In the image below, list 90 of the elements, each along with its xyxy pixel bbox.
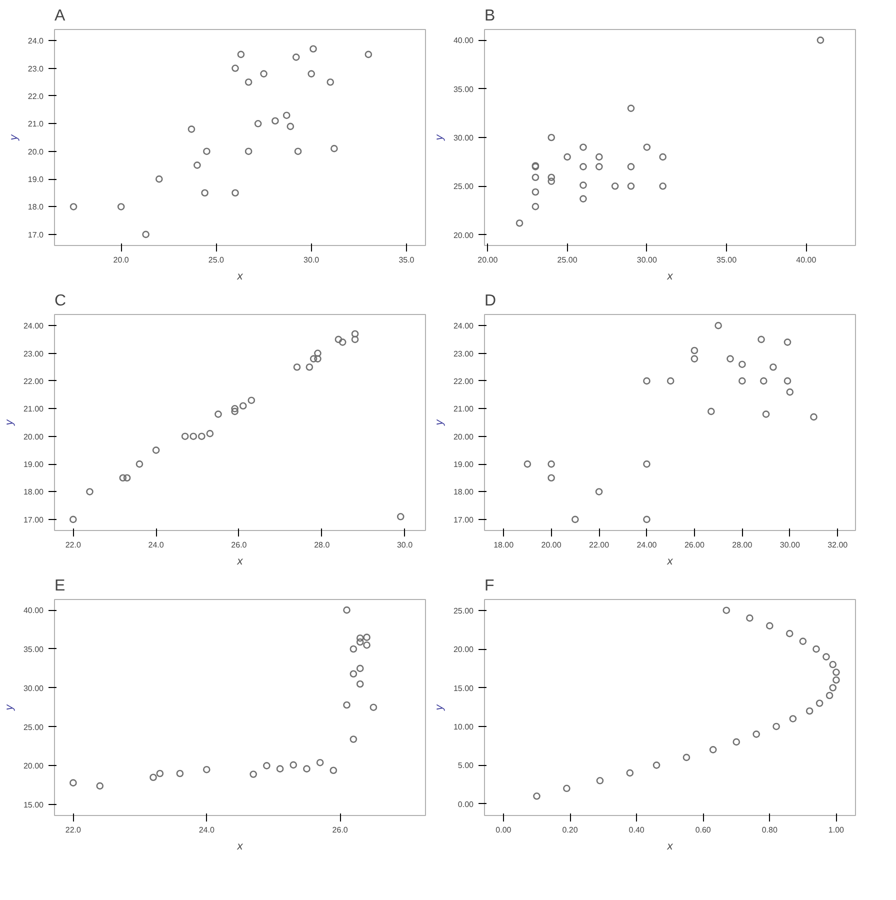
- y-tick-label: 23.00: [23, 349, 44, 358]
- y-tick-label: 35.00: [23, 644, 44, 654]
- x-tick-label: 28.0: [314, 540, 330, 550]
- y-tick-label: 20.00: [453, 432, 474, 442]
- y-tick-label: 25.00: [23, 722, 44, 732]
- y-tick-label: 30.00: [23, 684, 44, 693]
- y-tick-label: 20.00: [453, 230, 474, 240]
- y-tick-label: 17.0: [28, 230, 44, 240]
- x-tick-label: 24.0: [198, 826, 215, 834]
- y-axis-title: y: [433, 418, 446, 426]
- y-tick-label: 21.00: [23, 404, 44, 414]
- y-tick-label: 21.0: [28, 120, 44, 129]
- x-tick-label: 35.0: [398, 256, 415, 264]
- x-tick-label: 20.0: [113, 256, 130, 264]
- y-axis-title: y: [3, 418, 16, 426]
- x-axis-title: x: [666, 270, 674, 282]
- x-tick-label: 26.00: [684, 540, 706, 550]
- y-tick-label: 17.00: [23, 515, 44, 524]
- y-tick-label: 19.00: [453, 460, 474, 470]
- x-tick-label: 1.00: [828, 826, 845, 834]
- x-tick-label: 24.0: [148, 540, 164, 550]
- y-tick-label: 24.0: [28, 36, 44, 46]
- y-tick-label: 23.00: [453, 349, 474, 358]
- x-tick-label: 22.0: [65, 826, 82, 834]
- y-tick-label: 40.00: [23, 606, 44, 616]
- x-tick-label: 35.00: [716, 256, 738, 264]
- y-tick-label: 22.00: [23, 376, 44, 386]
- y-tick-label: 19.00: [23, 460, 44, 470]
- y-tick-label: 35.00: [453, 84, 474, 94]
- x-tick-label: 30.00: [636, 256, 658, 264]
- x-tick-label: 26.0: [231, 540, 248, 550]
- y-tick-label: 24.00: [453, 322, 474, 331]
- x-tick-label: 20.00: [541, 540, 562, 550]
- y-tick-label: 25.00: [453, 182, 474, 192]
- y-axis-title: y: [8, 133, 20, 142]
- x-tick-label: 28.00: [732, 540, 753, 550]
- y-tick-label: 18.00: [453, 488, 474, 497]
- y-tick-label: 20.00: [23, 762, 44, 771]
- y-tick-label: 20.00: [23, 432, 44, 442]
- x-tick-label: 30.0: [304, 256, 320, 264]
- y-tick-label: 10.00: [453, 722, 474, 732]
- y-tick-label: 18.0: [28, 202, 44, 212]
- y-axis-title: y: [433, 133, 446, 142]
- y-tick-label: 22.00: [453, 376, 474, 386]
- x-tick-label: 30.00: [780, 540, 800, 550]
- y-tick-label: 21.00: [453, 404, 474, 414]
- y-tick-label: 23.0: [28, 64, 44, 74]
- x-tick-label: 30.0: [396, 540, 414, 550]
- x-tick-label: 22.0: [65, 540, 82, 550]
- x-tick-label: 18.00: [494, 540, 514, 550]
- chart-title: C: [54, 292, 66, 310]
- x-tick-label: 25.00: [557, 256, 578, 264]
- x-tick-label: 0.00: [496, 826, 512, 834]
- y-tick-label: 25.00: [453, 606, 474, 616]
- x-tick-label: 0.80: [762, 826, 778, 834]
- x-tick-label: 24.00: [636, 540, 658, 550]
- y-tick-label: 5.00: [458, 761, 474, 770]
- y-tick-label: 19.0: [28, 175, 44, 184]
- y-tick-label: 22.0: [28, 92, 44, 101]
- x-tick-label: 22.00: [589, 540, 610, 550]
- x-tick-label: 32.00: [828, 540, 848, 550]
- x-axis-title: x: [666, 840, 674, 852]
- y-tick-label: 0.00: [458, 800, 474, 809]
- x-tick-label: 40.00: [796, 256, 817, 264]
- y-axis-title: y: [3, 703, 16, 712]
- x-axis-title: x: [666, 556, 674, 568]
- x-tick-label: 25.0: [208, 256, 225, 264]
- x-tick-label: 0.20: [562, 826, 578, 834]
- y-tick-label: 20.0: [28, 147, 44, 156]
- chart-title: E: [54, 578, 66, 594]
- y-tick-label: 24.00: [23, 322, 44, 331]
- y-tick-label: 30.00: [453, 134, 474, 142]
- y-tick-label: 18.00: [23, 488, 44, 497]
- x-tick-label: 0.60: [695, 826, 712, 834]
- y-tick-label: 40.00: [453, 36, 474, 46]
- x-axis-title: x: [236, 556, 244, 568]
- y-tick-label: 15.00: [23, 800, 44, 810]
- x-axis-title: x: [236, 840, 244, 852]
- y-tick-label: 15.00: [453, 684, 474, 693]
- y-axis-title: y: [433, 703, 446, 712]
- x-tick-label: 26.0: [332, 826, 348, 834]
- x-tick-label: 0.40: [628, 826, 645, 834]
- y-tick-label: 17.00: [453, 515, 474, 524]
- chart-title: A: [54, 8, 66, 24]
- x-tick-label: 20.00: [478, 256, 498, 264]
- x-axis-title: x: [236, 270, 244, 282]
- y-tick-label: 20.00: [453, 645, 474, 654]
- chart-title: B: [484, 8, 496, 24]
- chart-title: F: [484, 578, 494, 594]
- chart-title: D: [484, 292, 496, 310]
